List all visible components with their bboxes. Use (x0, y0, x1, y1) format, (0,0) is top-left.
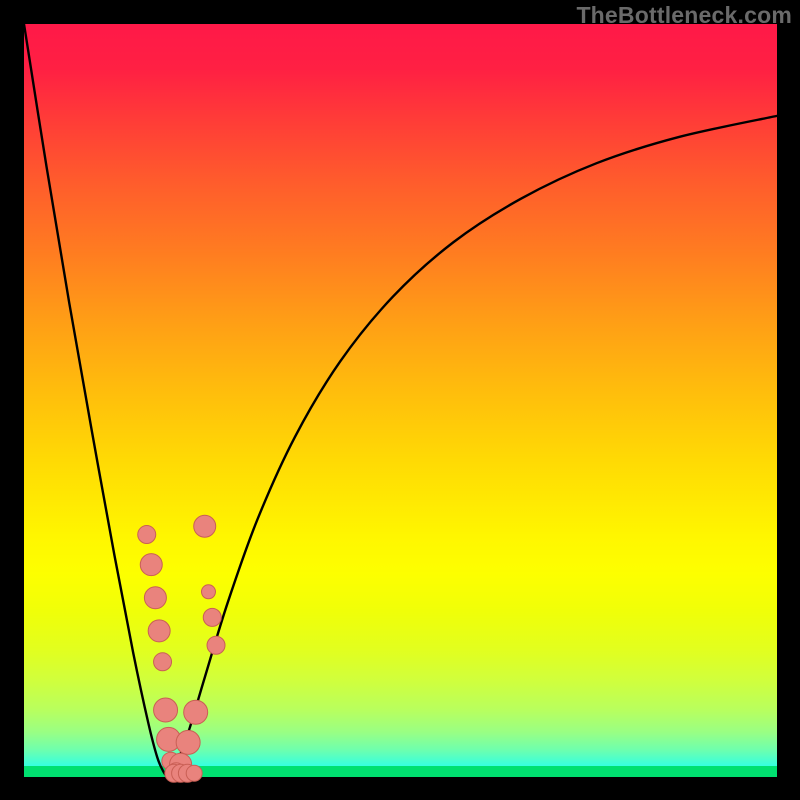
marker-right-3 (207, 636, 225, 654)
marker-left-0 (138, 526, 156, 544)
outer-frame: TheBottleneck.com (0, 0, 800, 800)
marker-bottom-3 (186, 765, 202, 781)
marker-right-5 (176, 730, 200, 754)
marker-left-5 (154, 698, 178, 722)
marker-left-4 (154, 653, 172, 671)
marker-right-4 (184, 700, 208, 724)
curve-left-branch (24, 24, 167, 776)
curve-right-branch (167, 116, 777, 776)
marker-right-2 (203, 608, 221, 626)
marker-left-3 (148, 620, 170, 642)
marker-left-2 (144, 587, 166, 609)
bottleneck-chart (0, 0, 800, 800)
marker-left-1 (140, 554, 162, 576)
marker-right-1 (201, 585, 215, 599)
marker-right-0 (194, 515, 216, 537)
